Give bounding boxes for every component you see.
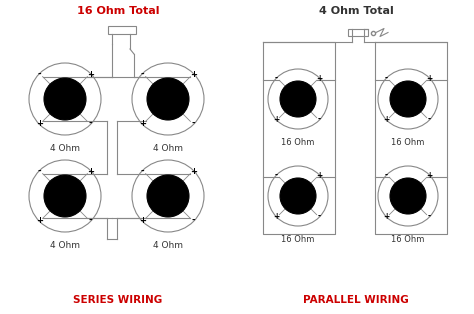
Circle shape	[147, 175, 189, 217]
Text: -: -	[385, 171, 388, 180]
Text: +: +	[427, 171, 433, 180]
Text: -: -	[141, 70, 145, 79]
Text: 16 Ohm: 16 Ohm	[392, 138, 425, 147]
Circle shape	[280, 178, 316, 214]
Text: -: -	[89, 119, 92, 128]
Text: +: +	[273, 115, 280, 124]
Text: 4 Ohm: 4 Ohm	[153, 144, 183, 153]
Text: -: -	[318, 115, 321, 124]
Text: 16 Ohm: 16 Ohm	[281, 235, 315, 244]
Text: +: +	[317, 74, 323, 83]
Bar	[348, 29, 368, 36]
Text: +: +	[190, 70, 197, 79]
Text: -: -	[141, 167, 145, 176]
Text: +: +	[139, 119, 146, 128]
Bar	[108, 26, 136, 34]
Text: -: -	[275, 74, 278, 83]
Text: +: +	[317, 171, 323, 180]
Text: +: +	[190, 167, 197, 176]
Text: -: -	[38, 70, 41, 79]
Text: -: -	[89, 216, 92, 225]
Text: -: -	[428, 115, 431, 124]
Text: -: -	[38, 167, 41, 176]
Text: 16 Ohm: 16 Ohm	[281, 138, 315, 147]
Text: -: -	[275, 171, 278, 180]
Text: 16 Ohm: 16 Ohm	[392, 235, 425, 244]
Text: +: +	[36, 119, 43, 128]
Text: 4 Ohm: 4 Ohm	[153, 241, 183, 250]
Text: +: +	[87, 70, 94, 79]
Text: +: +	[383, 212, 390, 221]
Text: -: -	[318, 212, 321, 221]
Text: PARALLEL WIRING: PARALLEL WIRING	[303, 295, 409, 305]
Text: -: -	[191, 119, 195, 128]
Text: +: +	[273, 212, 280, 221]
Text: +: +	[139, 216, 146, 225]
Circle shape	[280, 81, 316, 117]
Text: +: +	[87, 167, 94, 176]
Text: +: +	[427, 74, 433, 83]
Circle shape	[390, 178, 426, 214]
Text: 16 Ohm Total: 16 Ohm Total	[77, 6, 159, 16]
Text: -: -	[191, 216, 195, 225]
Circle shape	[44, 78, 86, 120]
Text: +: +	[36, 216, 43, 225]
Text: -: -	[428, 212, 431, 221]
Text: 4 Ohm: 4 Ohm	[50, 144, 80, 153]
Text: SERIES WIRING: SERIES WIRING	[73, 295, 163, 305]
Text: +: +	[383, 115, 390, 124]
Text: 4 Ohm Total: 4 Ohm Total	[319, 6, 393, 16]
Text: -: -	[385, 74, 388, 83]
Circle shape	[390, 81, 426, 117]
Circle shape	[147, 78, 189, 120]
Circle shape	[44, 175, 86, 217]
Text: 4 Ohm: 4 Ohm	[50, 241, 80, 250]
